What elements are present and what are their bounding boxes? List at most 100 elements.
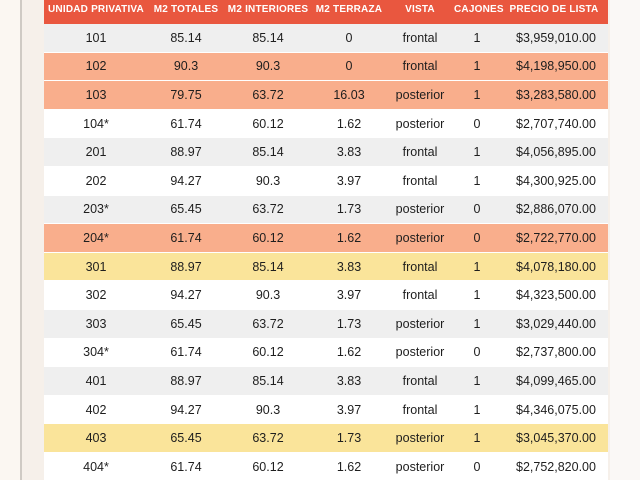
- table-row: 404* 61.74 60.12 1.62 posterior 0 $2,752,820.0…: [44, 452, 608, 480]
- m2-interiores-cell: 63.72: [224, 423, 312, 453]
- unidad-cell: 101: [44, 24, 148, 53]
- precio-cell: $2,886,070.00: [500, 195, 608, 225]
- m2-totales-cell: 61.74: [148, 452, 224, 480]
- m2-interiores-cell: 85.14: [224, 137, 312, 167]
- cajones-cell: 1: [454, 52, 500, 82]
- precio-cell: $4,198,950.00: [500, 52, 608, 82]
- table-row: 303 65.45 63.72 1.73 posterior 1 $3,029,440.00: [44, 309, 608, 339]
- m2-interiores-cell: 63.72: [224, 80, 312, 110]
- precio-cell: $3,283,580.00: [500, 80, 608, 110]
- unidad-cell: 401: [44, 366, 148, 396]
- m2-terraza-cell: 1.73: [312, 423, 386, 453]
- m2-totales-cell: 94.27: [148, 395, 224, 425]
- m2-terraza-cell: 3.97: [312, 395, 386, 425]
- table-header-row: UNIDAD PRIVATIVA M2 TOTALES M2 INTERIORE…: [44, 0, 608, 24]
- vista-cell: frontal: [386, 52, 454, 82]
- table-row: 302 94.27 90.3 3.97 frontal 1 $4,323,500.00: [44, 280, 608, 310]
- m2-terraza-cell: 1.73: [312, 195, 386, 225]
- m2-interiores-cell: 60.12: [224, 109, 312, 139]
- cajones-cell: 1: [454, 309, 500, 339]
- table-row: 201 88.97 85.14 3.83 frontal 1 $4,056,895.00: [44, 137, 608, 167]
- table-row: 103 79.75 63.72 16.03 posterior 1 $3,283,580.0…: [44, 80, 608, 110]
- table-row: 403 65.45 63.72 1.73 posterior 1 $3,045,370.00: [44, 423, 608, 453]
- unidad-cell: 203*: [44, 195, 148, 225]
- unidad-cell: 201: [44, 137, 148, 167]
- m2-totales-cell: 65.45: [148, 309, 224, 339]
- header-m2-terraza: M2 TERRAZA: [312, 0, 386, 24]
- m2-terraza-cell: 0: [312, 52, 386, 82]
- m2-terraza-cell: 3.83: [312, 366, 386, 396]
- cajones-cell: 1: [454, 395, 500, 425]
- unidad-cell: 104*: [44, 109, 148, 139]
- cajones-cell: 0: [454, 223, 500, 253]
- m2-interiores-cell: 90.3: [224, 52, 312, 82]
- precio-cell: $4,346,075.00: [500, 395, 608, 425]
- precio-cell: $2,707,740.00: [500, 109, 608, 139]
- cajones-cell: 1: [454, 80, 500, 110]
- m2-interiores-cell: 90.3: [224, 166, 312, 196]
- m2-interiores-cell: 60.12: [224, 452, 312, 480]
- table-row: 402 94.27 90.3 3.97 frontal 1 $4,346,075.00: [44, 395, 608, 425]
- precio-cell: $2,722,770.00: [500, 223, 608, 253]
- table-row: 401 88.97 85.14 3.83 frontal 1 $4,099,465.00: [44, 366, 608, 396]
- cajones-cell: 0: [454, 338, 500, 368]
- table-row: 102 90.3 90.3 0 frontal 1 $4,198,950.00: [44, 52, 608, 82]
- vista-cell: posterior: [386, 423, 454, 453]
- precio-cell: $4,323,500.00: [500, 280, 608, 310]
- header-unidad-privativa: UNIDAD PRIVATIVA: [44, 0, 148, 24]
- unidad-cell: 102: [44, 52, 148, 82]
- unidad-cell: 402: [44, 395, 148, 425]
- cajones-cell: 1: [454, 423, 500, 453]
- m2-totales-cell: 94.27: [148, 166, 224, 196]
- m2-interiores-cell: 85.14: [224, 24, 312, 53]
- cajones-cell: 0: [454, 109, 500, 139]
- m2-terraza-cell: 1.62: [312, 109, 386, 139]
- cajones-cell: 0: [454, 452, 500, 480]
- table-row: 202 94.27 90.3 3.97 frontal 1 $4,300,925.00: [44, 166, 608, 196]
- unidad-cell: 301: [44, 252, 148, 282]
- vista-cell: frontal: [386, 24, 454, 53]
- m2-interiores-cell: 85.14: [224, 252, 312, 282]
- header-cajones: CAJONES: [454, 0, 504, 24]
- m2-totales-cell: 90.3: [148, 52, 224, 82]
- unidad-cell: 304*: [44, 338, 148, 368]
- m2-terraza-cell: 1.62: [312, 223, 386, 253]
- vista-cell: posterior: [386, 452, 454, 480]
- vista-cell: posterior: [386, 309, 454, 339]
- unidad-cell: 303: [44, 309, 148, 339]
- m2-totales-cell: 61.74: [148, 338, 224, 368]
- m2-terraza-cell: 16.03: [312, 80, 386, 110]
- table-row: 204* 61.74 60.12 1.62 posterior 0 $2,722,770.0…: [44, 223, 608, 253]
- cajones-cell: 0: [454, 195, 500, 225]
- m2-totales-cell: 94.27: [148, 280, 224, 310]
- vista-cell: posterior: [386, 109, 454, 139]
- left-document-edge: [0, 0, 22, 480]
- vista-cell: frontal: [386, 280, 454, 310]
- m2-terraza-cell: 3.97: [312, 166, 386, 196]
- table-row: 203* 65.45 63.72 1.73 posterior 0 $2,886,070.0…: [44, 195, 608, 225]
- precio-cell: $2,737,800.00: [500, 338, 608, 368]
- vista-cell: frontal: [386, 395, 454, 425]
- m2-interiores-cell: 60.12: [224, 338, 312, 368]
- m2-terraza-cell: 3.83: [312, 252, 386, 282]
- precio-cell: $3,029,440.00: [500, 309, 608, 339]
- m2-totales-cell: 85.14: [148, 24, 224, 53]
- m2-terraza-cell: 1.62: [312, 338, 386, 368]
- m2-terraza-cell: 3.83: [312, 137, 386, 167]
- cajones-cell: 1: [454, 24, 500, 53]
- cajones-cell: 1: [454, 252, 500, 282]
- vista-cell: posterior: [386, 338, 454, 368]
- unidad-cell: 404*: [44, 452, 148, 480]
- m2-terraza-cell: 1.62: [312, 452, 386, 480]
- m2-totales-cell: 88.97: [148, 137, 224, 167]
- vista-cell: frontal: [386, 137, 454, 167]
- m2-interiores-cell: 90.3: [224, 395, 312, 425]
- price-list-sheet: UNIDAD PRIVATIVA M2 TOTALES M2 INTERIORE…: [44, 0, 608, 480]
- vista-cell: posterior: [386, 223, 454, 253]
- vista-cell: posterior: [386, 80, 454, 110]
- m2-totales-cell: 65.45: [148, 195, 224, 225]
- precio-cell: $3,959,010.00: [500, 24, 608, 53]
- precio-cell: $4,099,465.00: [500, 366, 608, 396]
- unidad-cell: 202: [44, 166, 148, 196]
